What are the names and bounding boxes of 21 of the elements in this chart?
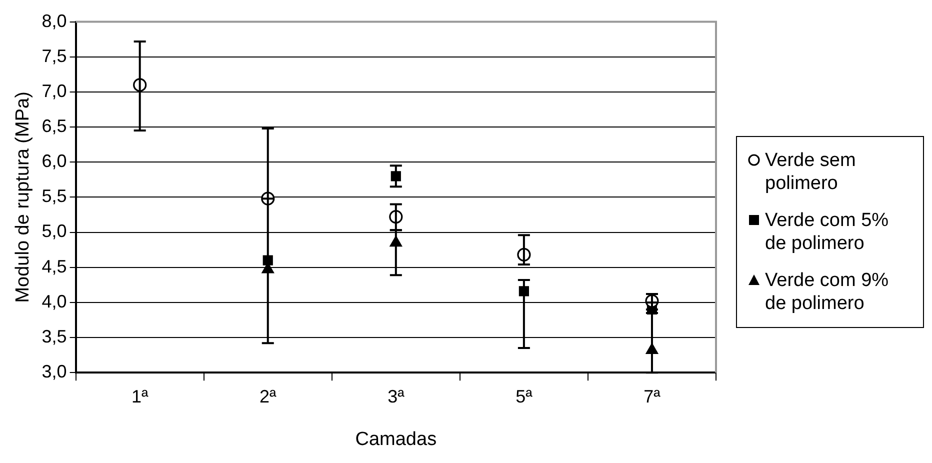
y-tick-label: 5,0 bbox=[42, 221, 67, 242]
x-tick-label: 2ª bbox=[260, 386, 277, 406]
legend-label: Verde sem polimero bbox=[765, 148, 857, 194]
x-tick-label: 5ª bbox=[516, 386, 533, 406]
y-tick-label: 6,0 bbox=[42, 151, 67, 172]
x-tick-label: 3ª bbox=[388, 386, 405, 406]
y-axis-title: Modulo de ruptura (MPa) bbox=[12, 92, 34, 303]
y-tick-label: 4,5 bbox=[42, 256, 67, 276]
y-tick-label: 5,5 bbox=[42, 186, 67, 206]
y-tick-label: 7,5 bbox=[42, 46, 67, 66]
y-tick-label: 4,0 bbox=[42, 291, 67, 312]
y-tick-label: 6,5 bbox=[42, 116, 67, 136]
y-tick-label: 3,0 bbox=[42, 362, 67, 382]
y-tick-label: 8,0 bbox=[42, 10, 67, 31]
legend-label: Verde com 5% de polimero bbox=[765, 208, 890, 254]
x-tick-label: 1ª bbox=[131, 386, 149, 406]
y-tick-label: 7,0 bbox=[42, 80, 67, 101]
y-tick-label: 3,5 bbox=[42, 326, 67, 346]
x-axis-title: Camadas bbox=[355, 428, 437, 450]
legend-label: Verde com 9% de polimero bbox=[765, 268, 890, 314]
x-tick-label: 7ª bbox=[644, 386, 661, 406]
